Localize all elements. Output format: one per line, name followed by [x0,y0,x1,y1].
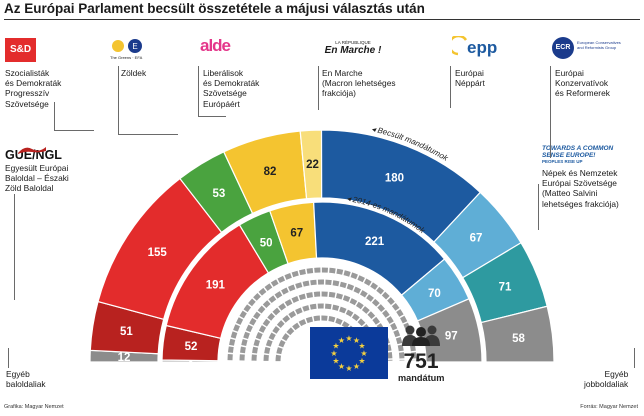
enf-logo: TOWARDS A COMMON SENSE EUROPE! PEOPLES R… [542,145,632,164]
outer-value-label: 53 [212,188,225,200]
outer-value-label: 155 [148,247,168,259]
hemicycle-row [239,279,405,361]
eu-star: ★ [358,357,365,366]
inner-value-label: 191 [206,279,226,291]
eu-star: ★ [358,342,365,351]
leader-enf [538,184,539,230]
outer-value-label: 12 [118,352,131,364]
eu-flag: ★ ★ ★ ★ ★ ★ ★ ★ ★ ★ ★ ★ [310,327,388,379]
leader-enmarche [318,66,319,110]
source-right: Forrás: Magyar Nemzet [580,404,638,410]
eu-stars-icon: ★★★★★★★★★ ★ ★★ [330,334,367,373]
greens-logo: E The Greens · EFA [108,37,148,61]
ecr-logo: ECR European Conservatives and Reformist… [552,37,622,63]
alde-label: Liberálisok és Demokraták Szövetsége Eur… [203,68,260,109]
outer-value-label: 58 [512,333,525,345]
outer-ring-estimated: 12 51 155 53 82 22 180 67 71 58 [89,129,555,364]
sd-logo-text: S&D [9,44,32,55]
svg-text:E: E [132,42,137,51]
enmarche-logo-small: LA RÉPUBLIQUE [335,40,371,45]
eu-star: ★ [332,342,339,351]
eu-star: ★ [353,362,360,371]
title-rule [4,19,640,20]
leader-other-right [634,348,635,368]
enf-label: Népek és Nemzetek Európai Szövetsége (Ma… [542,168,619,209]
eu-star: ★ [345,334,352,343]
leader-greens [118,66,119,134]
outer-value-label: 51 [120,326,133,338]
greens-logo-text: The Greens · EFA [110,55,143,60]
outer-segment [480,305,555,363]
leader-sd [54,102,55,130]
total-unit: mandátum [398,373,445,383]
leader-alde [198,66,199,116]
total-seats: 751 mandátum [398,324,444,383]
gue-logo-flag [18,141,46,154]
ecr-label: Európai Konzervatívok és Reformerek [555,68,610,99]
greens-logo-icon: E [112,39,142,53]
sd-label: Szocialisták és Demokraták Progresszív S… [5,68,62,109]
outer-value-label: 82 [264,166,277,178]
ecr-logo-text: ECR [552,37,574,59]
sd-logo: S&D [5,38,36,62]
epp-logo: epp [448,34,502,60]
hemicycle-row [251,291,393,361]
hemicycle-row [227,267,417,361]
inner-value-label: 52 [185,341,198,353]
leader-greens-h [118,134,178,135]
inner-value-label: 67 [290,227,303,239]
epp-label: Európai Néppárt [455,68,485,89]
leader-epp [450,66,451,108]
people-icon [402,325,440,346]
outer-value-label: 180 [385,173,404,185]
leader-alde-h [198,116,226,117]
eu-star: ★ [330,349,337,358]
inner-value-label: 50 [260,237,273,249]
page-title: Az Európai Parlament becsült összetétele… [4,1,425,16]
greens-label: Zöldek [121,68,147,78]
leader-other-left [8,348,9,368]
eu-star: ★ [353,336,360,345]
eu-star: ★ [338,336,345,345]
ecr-logo-small: European Conservatives and Reformists Gr… [577,40,621,50]
leader-ecr [550,66,551,158]
alde-logo: alde [200,36,231,55]
inner-value-label: 70 [428,288,441,300]
leader-sd-h [54,130,94,131]
inner-value-label: 3 [187,356,193,368]
inner-value-label: 97 [445,330,458,342]
other-left-label: Egyéb baloldaliak [6,369,46,389]
total-number: 751 [403,350,439,373]
eu-star: ★ [345,364,352,373]
other-right-label: Egyéb jobboldaliak [584,369,629,389]
outer-value-label: 22 [306,159,319,171]
enf-logo-text: TOWARDS A COMMON SENSE EUROPE! [542,145,614,159]
eu-star: ★ [332,357,339,366]
eu-star: ★ [338,362,345,371]
source-left: Grafika: Magyar Nemzet [4,404,64,410]
leader-gue [14,194,15,300]
eu-star: ★ [360,349,367,358]
enf-logo-small: PEOPLES RISE UP [542,159,583,164]
enmarche-label: En Marche (Macron lehetséges frakciója) [322,68,396,99]
gue-flag-icon [18,147,46,154]
outer-value-label: 67 [470,233,483,245]
inner-value-label: 221 [365,236,385,248]
enmarche-logo-text: En Marche ! [324,45,382,56]
enmarche-logo: LA RÉPUBLIQUE En Marche ! [321,40,385,56]
outer-value-label: 71 [499,282,512,294]
gue-label: Egyesült Európai Baloldal – Északi Zöld … [5,163,69,194]
hemicycle-row [263,303,381,361]
inner-ring-2014: 3 52 191 50 67 221 70 97 [161,201,483,368]
epp-logo-text: epp [467,38,498,57]
gue-logo: GUE/NGL [5,148,62,162]
